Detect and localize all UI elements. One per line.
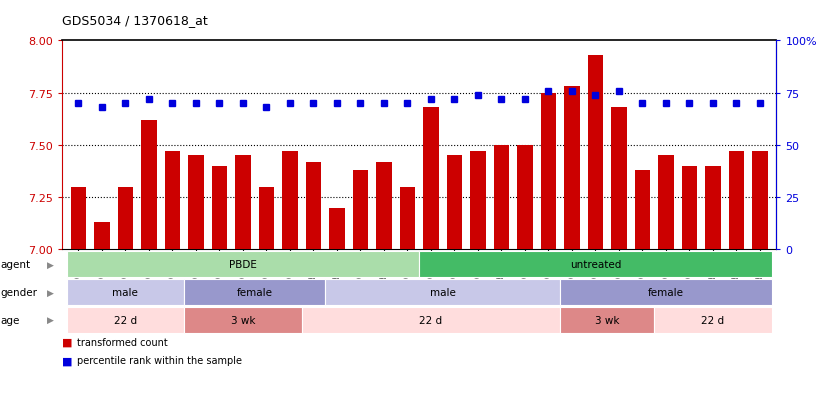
Text: 3 wk: 3 wk	[595, 315, 620, 325]
Text: untreated: untreated	[570, 259, 621, 270]
Bar	[377, 162, 392, 250]
Bar	[681, 166, 697, 250]
Text: ▶: ▶	[47, 288, 54, 297]
Text: 22 d: 22 d	[420, 315, 443, 325]
Bar	[729, 152, 744, 250]
Text: female: female	[237, 287, 273, 297]
Text: PBDE: PBDE	[229, 259, 257, 270]
Text: age: age	[1, 315, 20, 325]
Bar	[235, 156, 250, 250]
Bar	[94, 223, 110, 250]
Bar	[611, 108, 627, 250]
Text: transformed count: transformed count	[77, 337, 168, 347]
Text: 22 d: 22 d	[114, 315, 137, 325]
Bar	[164, 152, 180, 250]
Bar	[564, 87, 580, 250]
Bar	[211, 166, 227, 250]
Bar	[752, 152, 767, 250]
Text: female: female	[648, 287, 684, 297]
Bar	[447, 156, 462, 250]
Bar	[705, 166, 720, 250]
Bar	[188, 156, 203, 250]
Bar	[141, 121, 157, 250]
Bar	[400, 188, 415, 250]
Bar	[118, 188, 133, 250]
Text: male: male	[112, 287, 138, 297]
Bar	[541, 93, 556, 250]
Text: 3 wk: 3 wk	[230, 315, 255, 325]
Bar	[517, 146, 533, 250]
Bar	[71, 188, 86, 250]
Text: ▶: ▶	[47, 260, 54, 269]
Text: agent: agent	[1, 259, 31, 270]
Bar	[635, 171, 650, 250]
Text: ▶: ▶	[47, 316, 54, 324]
Bar	[658, 156, 674, 250]
Text: male: male	[430, 287, 456, 297]
Bar	[330, 208, 344, 250]
Bar	[259, 188, 274, 250]
Text: percentile rank within the sample: percentile rank within the sample	[77, 356, 242, 366]
Bar	[282, 152, 297, 250]
Bar	[494, 146, 509, 250]
Text: ■: ■	[62, 337, 73, 347]
Bar	[470, 152, 486, 250]
Bar	[353, 171, 368, 250]
Bar	[306, 162, 321, 250]
Text: GDS5034 / 1370618_at: GDS5034 / 1370618_at	[62, 14, 207, 27]
Text: ■: ■	[62, 356, 73, 366]
Bar	[423, 108, 439, 250]
Bar	[588, 56, 603, 250]
Text: 22 d: 22 d	[701, 315, 724, 325]
Text: gender: gender	[1, 287, 38, 297]
